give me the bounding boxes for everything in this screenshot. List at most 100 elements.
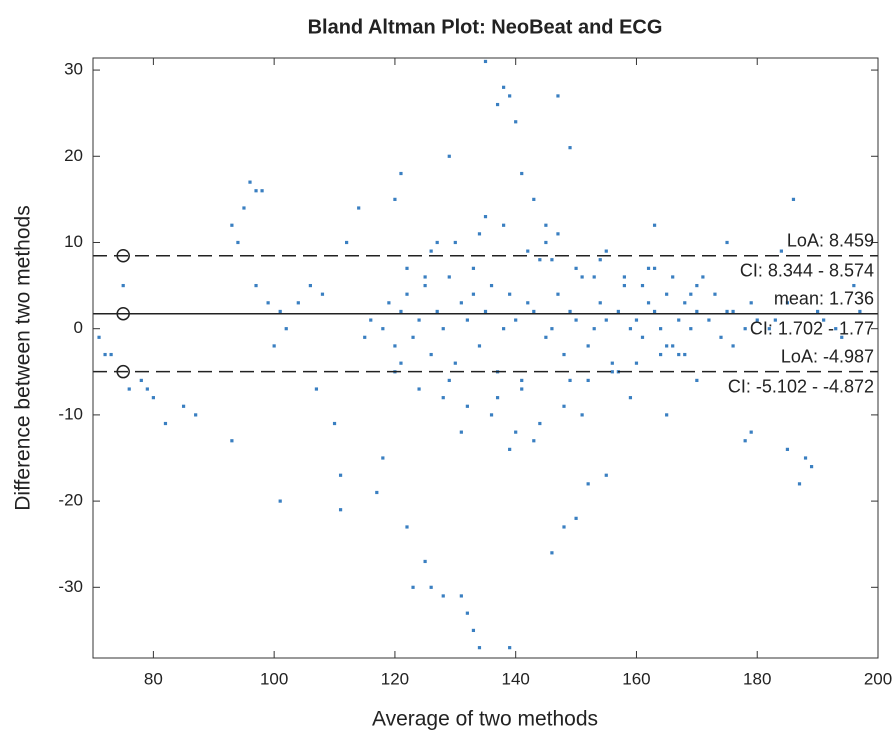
point — [598, 301, 602, 305]
point — [471, 292, 476, 296]
reference-label: LoA: 8.459 — [787, 231, 874, 251]
point — [429, 352, 433, 357]
reference-label: mean: 1.736 — [774, 288, 874, 308]
point — [604, 318, 608, 322]
y-tick-label: -20 — [58, 491, 83, 510]
y-tick-label: 20 — [64, 146, 83, 165]
point — [417, 387, 421, 391]
x-tick-label: 200 — [864, 669, 892, 688]
point — [592, 327, 596, 331]
point — [194, 413, 198, 417]
point — [308, 283, 312, 288]
point — [429, 585, 433, 589]
point — [502, 85, 506, 89]
point — [797, 482, 802, 486]
x-tick-label: 180 — [743, 669, 771, 688]
point — [532, 197, 536, 201]
point — [610, 370, 614, 374]
point — [556, 94, 560, 98]
point — [508, 646, 512, 650]
point — [254, 283, 258, 288]
point — [538, 421, 542, 426]
point — [465, 404, 469, 408]
point — [586, 344, 590, 348]
point — [822, 318, 826, 322]
point — [181, 404, 186, 408]
point — [556, 232, 560, 236]
reference-label: LoA: -4.987 — [781, 346, 874, 366]
x-tick-label: 80 — [144, 669, 163, 688]
point — [502, 223, 506, 227]
point — [622, 275, 626, 279]
point — [139, 378, 143, 383]
point — [477, 232, 482, 236]
point — [634, 318, 639, 322]
point — [616, 309, 620, 314]
point — [441, 396, 445, 400]
point — [544, 240, 548, 245]
point — [248, 180, 252, 184]
point — [423, 275, 427, 279]
point — [447, 154, 451, 158]
point — [707, 318, 711, 322]
point — [381, 327, 385, 331]
point — [393, 344, 397, 348]
point — [260, 189, 264, 193]
point — [278, 309, 282, 314]
point — [683, 352, 687, 357]
reference-marker — [116, 364, 130, 379]
point — [447, 275, 451, 279]
point — [544, 335, 548, 339]
point — [520, 387, 524, 391]
point — [785, 447, 790, 451]
point — [568, 378, 572, 383]
y-tick-label: -10 — [58, 404, 83, 423]
x-tick-label: 160 — [622, 669, 650, 688]
point — [568, 146, 572, 150]
point — [809, 465, 814, 469]
point — [314, 387, 319, 391]
point — [652, 309, 657, 314]
point — [646, 301, 651, 305]
point — [677, 352, 681, 357]
point — [483, 309, 488, 314]
point — [574, 318, 578, 322]
point — [399, 171, 403, 176]
point — [803, 456, 808, 460]
point — [477, 344, 482, 348]
point — [453, 361, 457, 365]
point — [514, 318, 518, 322]
point — [634, 361, 639, 365]
point — [381, 456, 385, 460]
point — [423, 559, 427, 564]
point — [743, 327, 747, 331]
point — [646, 266, 651, 270]
point — [465, 611, 469, 615]
point — [659, 327, 663, 331]
point — [731, 344, 735, 348]
chart-title: Bland Altman Plot: NeoBeat and ECG — [308, 16, 663, 38]
point — [520, 171, 524, 176]
point — [266, 301, 270, 305]
point — [586, 482, 590, 486]
point — [375, 490, 379, 495]
point — [544, 223, 548, 227]
point — [785, 301, 790, 305]
point — [441, 327, 445, 331]
point — [230, 223, 234, 227]
point — [357, 206, 361, 210]
point — [236, 240, 240, 245]
point — [459, 301, 463, 305]
reference-label: CI: -5.102 - -4.872 — [728, 376, 874, 396]
point — [689, 292, 693, 296]
point — [502, 327, 506, 331]
point — [562, 352, 566, 357]
point — [399, 361, 403, 365]
point — [532, 439, 536, 443]
point — [689, 327, 693, 331]
point — [121, 283, 125, 288]
point — [423, 283, 427, 288]
point — [405, 292, 409, 296]
x-tick-label: 140 — [502, 669, 530, 688]
point — [773, 318, 777, 322]
